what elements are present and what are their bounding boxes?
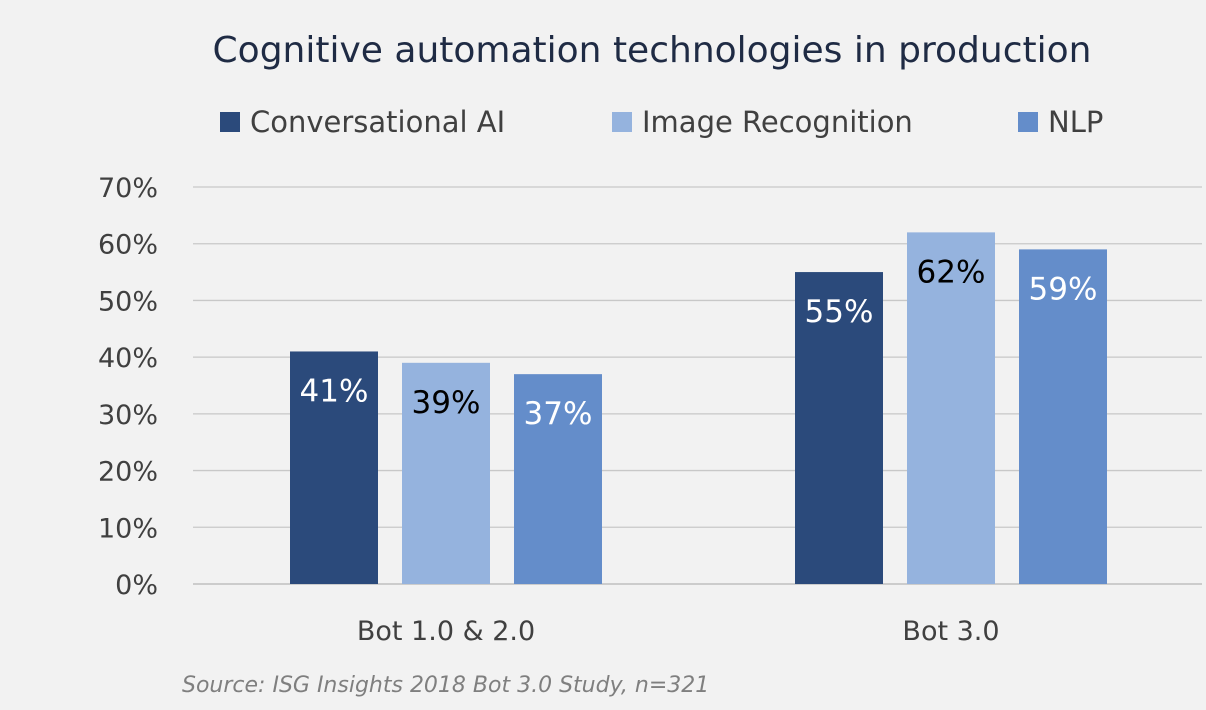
legend-swatch [1018,112,1038,132]
legend-label: Conversational AI [250,105,505,139]
bar [907,232,995,584]
legend-item: NLP [1018,105,1103,139]
bar [795,272,883,584]
y-tick-label: 40% [98,343,158,374]
legend-swatch [220,112,240,132]
y-tick-label: 60% [98,230,158,261]
x-category-label: Bot 1.0 & 2.0 [357,616,535,647]
x-axis: Bot 1.0 & 2.0 Bot 3.0 [357,616,1000,647]
chart-title: Cognitive automation technologies in pro… [213,30,1092,71]
y-axis: 0% 10% 20% 30% 40% 50% 60% 70% [98,173,158,601]
bar-data-label: 62% [917,254,986,290]
y-tick-label: 70% [98,173,158,204]
bars: 41% 39% 37% 55% 62% 59% [290,232,1107,584]
y-tick-label: 10% [98,513,158,544]
bar [290,351,378,584]
bar [514,374,602,584]
y-tick-label: 20% [98,457,158,488]
legend-label: NLP [1048,105,1103,139]
y-tick-label: 30% [98,400,158,431]
y-tick-label: 50% [98,286,158,317]
bar-data-label: 41% [300,373,369,409]
source-note: Source: ISG Insights 2018 Bot 3.0 Study,… [182,673,709,698]
bar-data-label: 55% [805,294,874,330]
y-tick-label: 0% [115,570,158,601]
legend-swatch [612,112,632,132]
bar [402,362,490,584]
legend-item: Conversational AI [220,105,505,139]
bar-data-label: 37% [524,396,593,432]
x-category-label: Bot 3.0 [902,616,999,647]
legend-label: Image Recognition [642,105,913,139]
legend-item: Image Recognition [612,105,913,139]
legend: Conversational AI Image Recognition NLP [220,105,1103,139]
bar-data-label: 39% [412,385,481,421]
bar-data-label: 59% [1029,271,1098,307]
bar [1019,249,1107,584]
